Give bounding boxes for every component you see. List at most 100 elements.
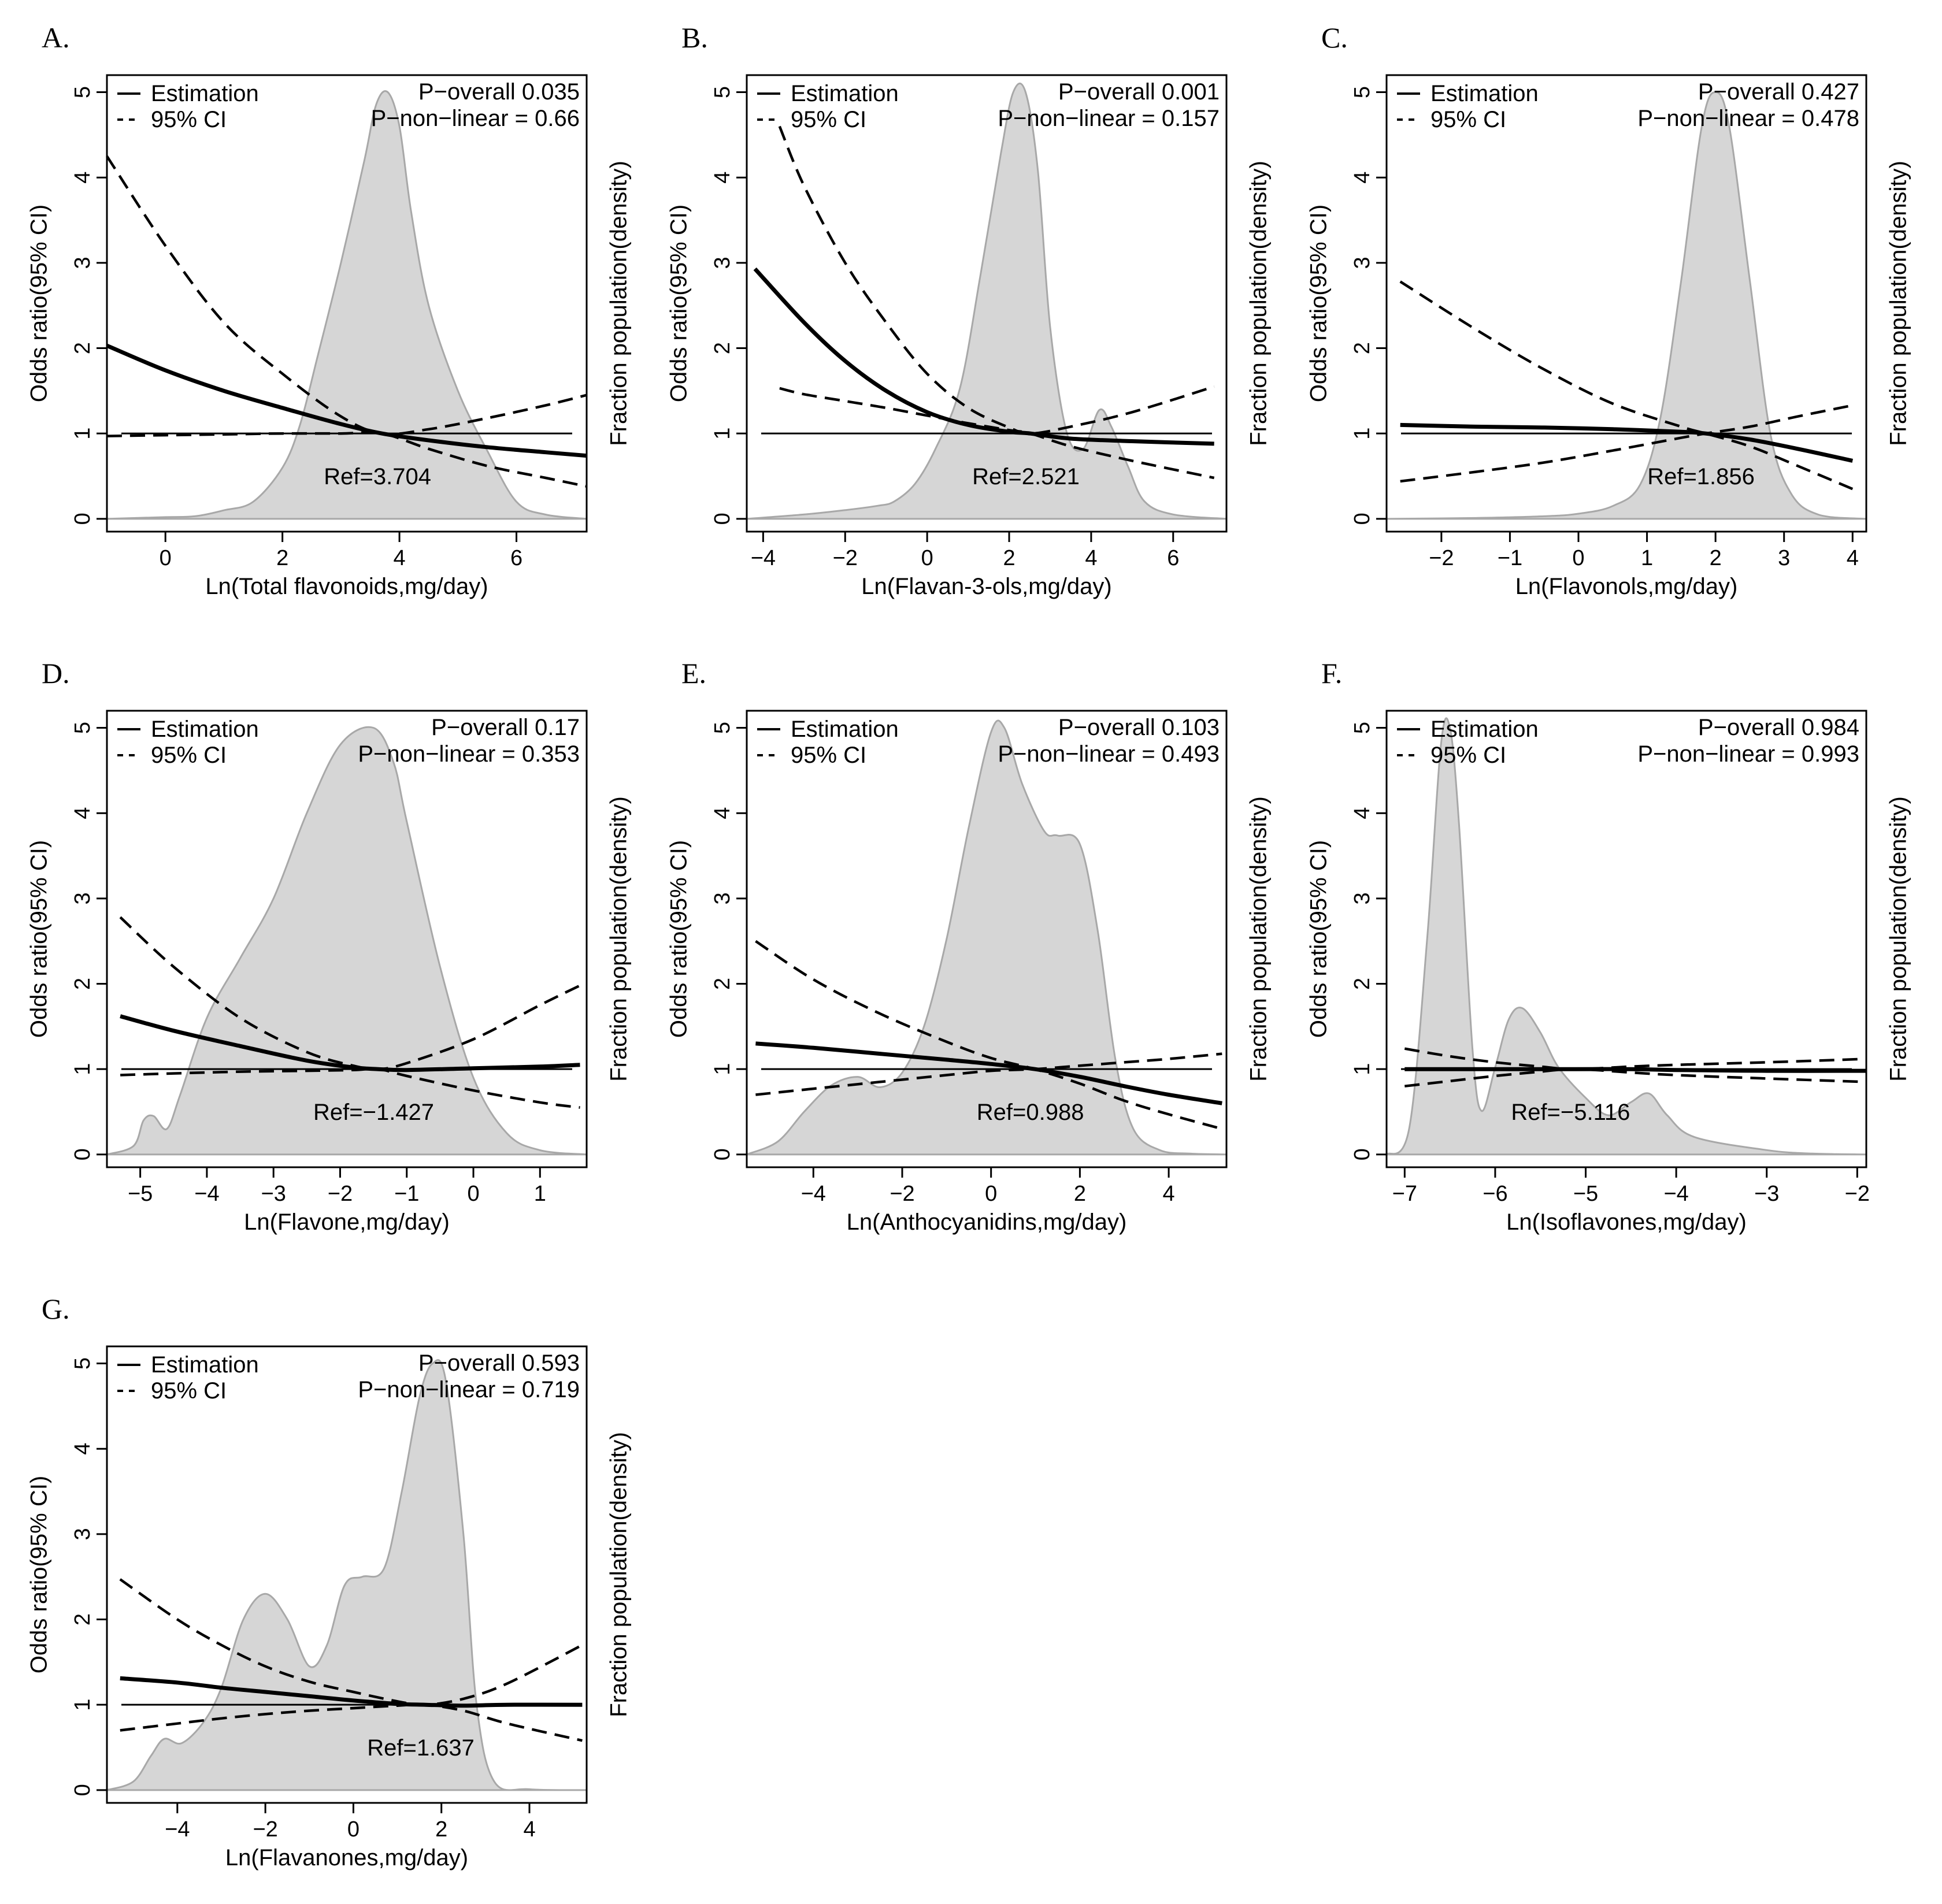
y-tick-label: 1	[1350, 428, 1374, 440]
panel-label: G.	[42, 1293, 70, 1325]
y-tick-label: 3	[71, 1528, 95, 1540]
x-tick-label: −4	[165, 1817, 190, 1842]
y-tick-label: 4	[710, 807, 735, 819]
y-axis-title-left: Odds ratio(95% CI)	[1306, 205, 1332, 402]
legend-ci: 95% CI	[151, 107, 227, 132]
y-tick-label: 0	[1350, 1148, 1374, 1160]
x-axis-title: Ln(Total flavonoids,mg/day)	[205, 574, 488, 599]
ref-label: Ref=1.637	[367, 1735, 475, 1761]
y-tick-label: 2	[710, 978, 735, 990]
x-tick-label: −4	[194, 1182, 219, 1206]
x-tick-label: −2	[328, 1182, 353, 1206]
y-axis-title-right: Fraction population(density)	[606, 161, 632, 446]
y-tick-label: 5	[1350, 722, 1374, 734]
p-non-linear: P−non−linear = 0.478	[1637, 106, 1859, 131]
legend-estimation: Estimation	[151, 1352, 259, 1378]
y-tick-label: 2	[1350, 342, 1374, 354]
x-axis-title: Ln(Anthocyanidins,mg/day)	[847, 1209, 1127, 1235]
x-tick-label: 4	[394, 546, 406, 570]
y-tick-label: 5	[71, 86, 95, 98]
x-tick-label: 0	[347, 1817, 360, 1842]
y-tick-label: 4	[1350, 807, 1374, 819]
panel-label: D.	[42, 657, 70, 689]
ci-upper-line	[106, 155, 587, 436]
x-tick-label: −6	[1483, 1182, 1507, 1206]
x-tick-label: 0	[1572, 546, 1584, 570]
panel-label: E.	[681, 657, 706, 689]
y-tick-label: 0	[1350, 513, 1374, 525]
x-tick-label: −3	[1754, 1182, 1779, 1206]
panel-a: 0 1 2 3 4 5 0 2 4 6 Ln(Total flavonoids,mg/day) Odd…	[27, 21, 632, 599]
density-area	[106, 90, 587, 520]
x-tick-label: 4	[1847, 546, 1859, 570]
x-tick-label: −2	[1429, 546, 1454, 570]
legend-estimation: Estimation	[151, 717, 259, 742]
legend-ci: 95% CI	[791, 743, 866, 768]
ref-label: Ref=−5.116	[1511, 1100, 1630, 1125]
plot-frame	[746, 710, 1228, 1168]
y-tick-label: 1	[1350, 1063, 1374, 1075]
p-non-linear: P−non−linear = 0.719	[358, 1377, 580, 1402]
y-tick-label: 2	[71, 342, 95, 354]
panel-e: 0 1 2 3 4 5 −4 −2 0 2 4 Ln(Anthocyanidins,mg/day) Od…	[666, 657, 1272, 1235]
x-axis-title: Ln(Flavonols,mg/day)	[1515, 574, 1738, 599]
y-axis-title-left: Odds ratio(95% CI)	[27, 205, 52, 402]
x-tick-label: 0	[921, 546, 933, 570]
y-tick-label: 4	[1350, 172, 1374, 184]
x-tick-label: 4	[523, 1817, 535, 1842]
legend-estimation: Estimation	[791, 81, 899, 106]
y-axis-title-right: Fraction population(density)	[1246, 161, 1272, 446]
x-axis-title: Ln(Flavan-3-ols,mg/day)	[861, 574, 1112, 599]
plot-frame	[746, 74, 1228, 533]
x-tick-label: 2	[1074, 1182, 1086, 1206]
panel-label: A.	[42, 21, 70, 54]
y-tick-label: 4	[71, 172, 95, 184]
y-tick-label: 0	[710, 513, 735, 525]
plot-frame	[1385, 710, 1867, 1168]
x-tick-label: 0	[985, 1182, 997, 1206]
legend-ci: 95% CI	[1430, 743, 1506, 768]
y-axis-title-right: Fraction population(density)	[1886, 161, 1911, 446]
y-axis-title-left: Odds ratio(95% CI)	[27, 840, 52, 1038]
y-axis-title-left: Odds ratio(95% CI)	[27, 1476, 52, 1673]
y-axis-title-right: Fraction population(density)	[606, 796, 632, 1082]
y-tick-label: 2	[71, 1613, 95, 1625]
legend-estimation: Estimation	[151, 81, 259, 106]
y-tick-label: 4	[710, 172, 735, 184]
p-non-linear: P−non−linear = 0.66	[371, 106, 580, 131]
x-tick-label: −7	[1392, 1182, 1417, 1206]
y-tick-label: 5	[1350, 86, 1374, 98]
x-tick-label: 4	[1163, 1182, 1175, 1206]
y-tick-label: 3	[1350, 257, 1374, 269]
ref-label: Ref=3.704	[324, 464, 431, 489]
y-axis-title-left: Odds ratio(95% CI)	[666, 840, 692, 1038]
p-overall: P−overall 0.001	[1058, 79, 1220, 105]
y-tick-label: 1	[71, 1063, 95, 1075]
panel-label: B.	[681, 21, 708, 54]
ref-label: Ref=1.856	[1647, 464, 1755, 489]
x-tick-label: −2	[890, 1182, 914, 1206]
legend-estimation: Estimation	[791, 717, 899, 742]
ci-lower-line	[1400, 404, 1853, 483]
y-tick-label: 2	[710, 342, 735, 354]
legend-ci: 95% CI	[1430, 107, 1506, 132]
plot-frame	[106, 710, 588, 1168]
y-axis-title-right: Fraction population(density)	[606, 1432, 632, 1717]
panel-c: 0 1 2 3 4 5 −2 −1 0 1 2 3 4 Ln(Flavonols,mg/day) Odds …	[1306, 21, 1911, 599]
panel-g: 0 1 2 3 4 5 −4 −2 0 2 4 Ln(Flavanones,mg/day) Odds r…	[27, 1293, 632, 1870]
p-overall: P−overall 0.427	[1698, 79, 1859, 105]
estimation-line	[755, 1041, 1222, 1105]
x-tick-label: 6	[510, 546, 522, 570]
x-tick-label: −2	[1845, 1182, 1870, 1206]
y-axis-title-left: Odds ratio(95% CI)	[1306, 840, 1332, 1038]
panel-label: C.	[1321, 21, 1348, 54]
y-tick-label: 3	[1350, 892, 1374, 904]
y-tick-label: 1	[71, 428, 95, 440]
ci-lower-line	[1404, 1067, 1867, 1088]
ref-label: Ref=−1.427	[313, 1100, 434, 1125]
p-non-linear: P−non−linear = 0.157	[998, 106, 1220, 131]
p-overall: P−overall 0.17	[431, 715, 580, 740]
estimation-line	[1404, 1067, 1867, 1073]
ref-label: Ref=2.521	[972, 464, 1080, 489]
x-tick-label: 3	[1778, 546, 1790, 570]
